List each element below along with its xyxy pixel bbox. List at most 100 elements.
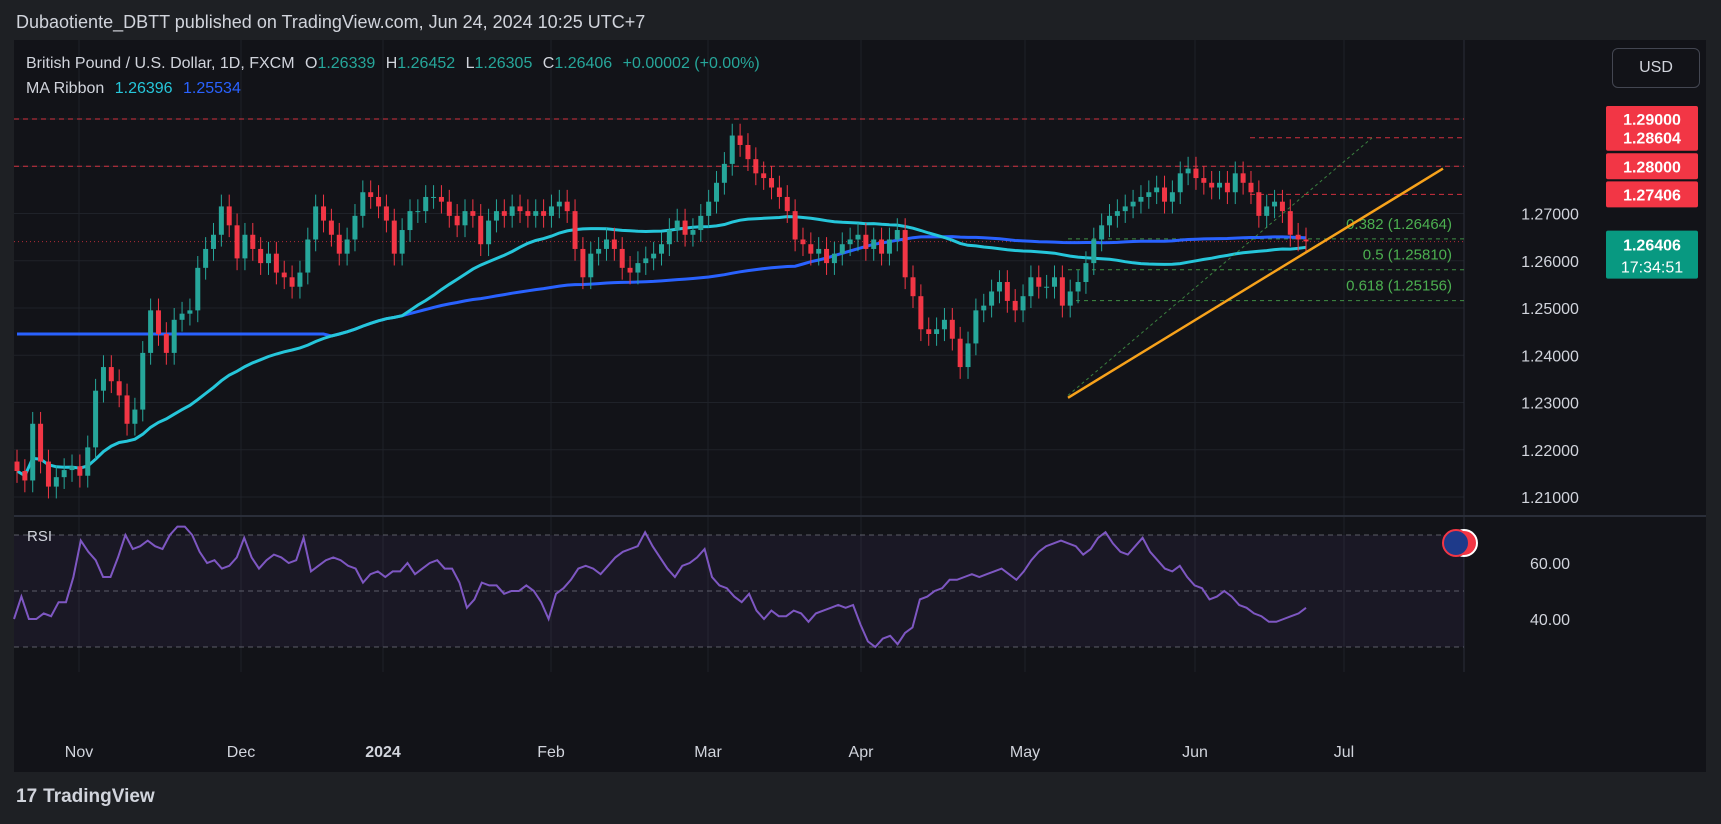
- candle-body[interactable]: [831, 253, 837, 264]
- candle-body[interactable]: [894, 230, 900, 240]
- candle-body[interactable]: [855, 234, 861, 240]
- candle-body[interactable]: [1044, 286, 1050, 288]
- candle-body[interactable]: [218, 206, 224, 235]
- candle-body[interactable]: [666, 230, 672, 245]
- candle-body[interactable]: [486, 220, 492, 245]
- candle-body[interactable]: [1303, 239, 1309, 242]
- candle-body[interactable]: [603, 239, 609, 249]
- candle-body[interactable]: [171, 319, 177, 353]
- price-axis[interactable]: 1.21000 1.22000 1.23000 1.24000 1.25000 1.260…: [1521, 106, 1698, 629]
- candlesticks[interactable]: [14, 123, 1309, 499]
- candle-body[interactable]: [266, 253, 272, 264]
- candle-body[interactable]: [1240, 173, 1246, 183]
- candle-body[interactable]: [996, 282, 1002, 292]
- candle-body[interactable]: [226, 206, 232, 226]
- candle-body[interactable]: [1287, 211, 1293, 235]
- candle-body[interactable]: [784, 196, 790, 212]
- price-label-bg[interactable]: [1606, 124, 1698, 151]
- candle-body[interactable]: [22, 471, 28, 481]
- candle-body[interactable]: [525, 211, 531, 216]
- candle-body[interactable]: [281, 272, 287, 278]
- candle-body[interactable]: [250, 234, 256, 249]
- candle-body[interactable]: [368, 192, 374, 197]
- candle-body[interactable]: [462, 211, 468, 226]
- candle-body[interactable]: [289, 277, 295, 287]
- candle-body[interactable]: [148, 310, 154, 353]
- candle-body[interactable]: [761, 173, 767, 179]
- candle-body[interactable]: [588, 253, 594, 278]
- candle-body[interactable]: [957, 338, 963, 368]
- price-label-bg[interactable]: [1606, 153, 1698, 180]
- candle-body[interactable]: [674, 220, 680, 231]
- candle-body[interactable]: [839, 244, 845, 254]
- candle-body[interactable]: [627, 267, 633, 273]
- candle-body[interactable]: [1201, 178, 1207, 183]
- candle-body[interactable]: [1099, 225, 1105, 240]
- candle-body[interactable]: [816, 248, 822, 254]
- candle-body[interactable]: [792, 211, 798, 240]
- candle-body[interactable]: [203, 248, 209, 268]
- candle-body[interactable]: [729, 135, 735, 164]
- candle-body[interactable]: [1209, 182, 1215, 188]
- candle-body[interactable]: [1107, 215, 1113, 226]
- candle-body[interactable]: [454, 215, 460, 226]
- candle-body[interactable]: [1169, 192, 1175, 202]
- candle-body[interactable]: [1114, 211, 1120, 216]
- candle-body[interactable]: [399, 230, 405, 254]
- trendlines[interactable]: [1067, 137, 1444, 399]
- candle-body[interactable]: [93, 390, 99, 448]
- time-axis[interactable]: Nov Dec 2024 Feb Mar Apr May Jun Jul: [65, 744, 1354, 761]
- candle-body[interactable]: [941, 319, 947, 330]
- candle-body[interactable]: [989, 291, 995, 306]
- candle-body[interactable]: [1067, 291, 1073, 306]
- candle-body[interactable]: [910, 277, 916, 297]
- candle-body[interactable]: [1122, 206, 1128, 212]
- candle-body[interactable]: [635, 263, 641, 273]
- candle-body[interactable]: [297, 272, 303, 287]
- candle-body[interactable]: [706, 201, 712, 216]
- fib-trend-line[interactable]: [1067, 137, 1373, 396]
- event-flag-icon[interactable]: [1442, 529, 1470, 557]
- candle-body[interactable]: [541, 211, 547, 216]
- candle-body[interactable]: [423, 196, 429, 212]
- candle-body[interactable]: [973, 310, 979, 344]
- candle-body[interactable]: [847, 239, 853, 245]
- candle-body[interactable]: [690, 230, 696, 235]
- candle-body[interactable]: [808, 244, 814, 254]
- candle-body[interactable]: [871, 239, 877, 249]
- uptrend-line[interactable]: [1067, 167, 1444, 399]
- candle-body[interactable]: [1051, 277, 1057, 287]
- candle-body[interactable]: [1130, 201, 1136, 207]
- candle-body[interactable]: [698, 215, 704, 231]
- candle-body[interactable]: [776, 187, 782, 197]
- candle-body[interactable]: [824, 248, 830, 264]
- candle-body[interactable]: [85, 447, 91, 476]
- candle-body[interactable]: [352, 215, 358, 240]
- candle-body[interactable]: [1162, 187, 1168, 202]
- candle-body[interactable]: [1185, 168, 1191, 174]
- tradingview-logo[interactable]: 17 TradingView: [16, 786, 155, 808]
- candle-body[interactable]: [1036, 277, 1042, 287]
- candle-body[interactable]: [360, 192, 366, 216]
- candle-body[interactable]: [1256, 192, 1262, 216]
- candle-body[interactable]: [273, 253, 279, 273]
- candle-body[interactable]: [619, 248, 625, 268]
- candle-body[interactable]: [431, 196, 437, 198]
- candle-body[interactable]: [1224, 182, 1230, 193]
- candle-body[interactable]: [1272, 201, 1278, 207]
- candle-body[interactable]: [1193, 168, 1199, 179]
- candle-body[interactable]: [258, 248, 264, 264]
- candle-body[interactable]: [242, 234, 248, 259]
- candle-body[interactable]: [564, 201, 570, 212]
- candle-body[interactable]: [517, 206, 523, 212]
- candle-body[interactable]: [53, 477, 59, 487]
- candle-body[interactable]: [753, 159, 759, 174]
- candle-body[interactable]: [965, 343, 971, 368]
- candle-body[interactable]: [533, 211, 539, 216]
- candle-body[interactable]: [611, 239, 617, 249]
- candle-body[interactable]: [863, 234, 869, 249]
- candle-body[interactable]: [981, 305, 987, 311]
- candle-body[interactable]: [305, 239, 311, 273]
- candle-body[interactable]: [596, 248, 602, 254]
- ma-ribbon-label[interactable]: MA Ribbon: [26, 80, 105, 97]
